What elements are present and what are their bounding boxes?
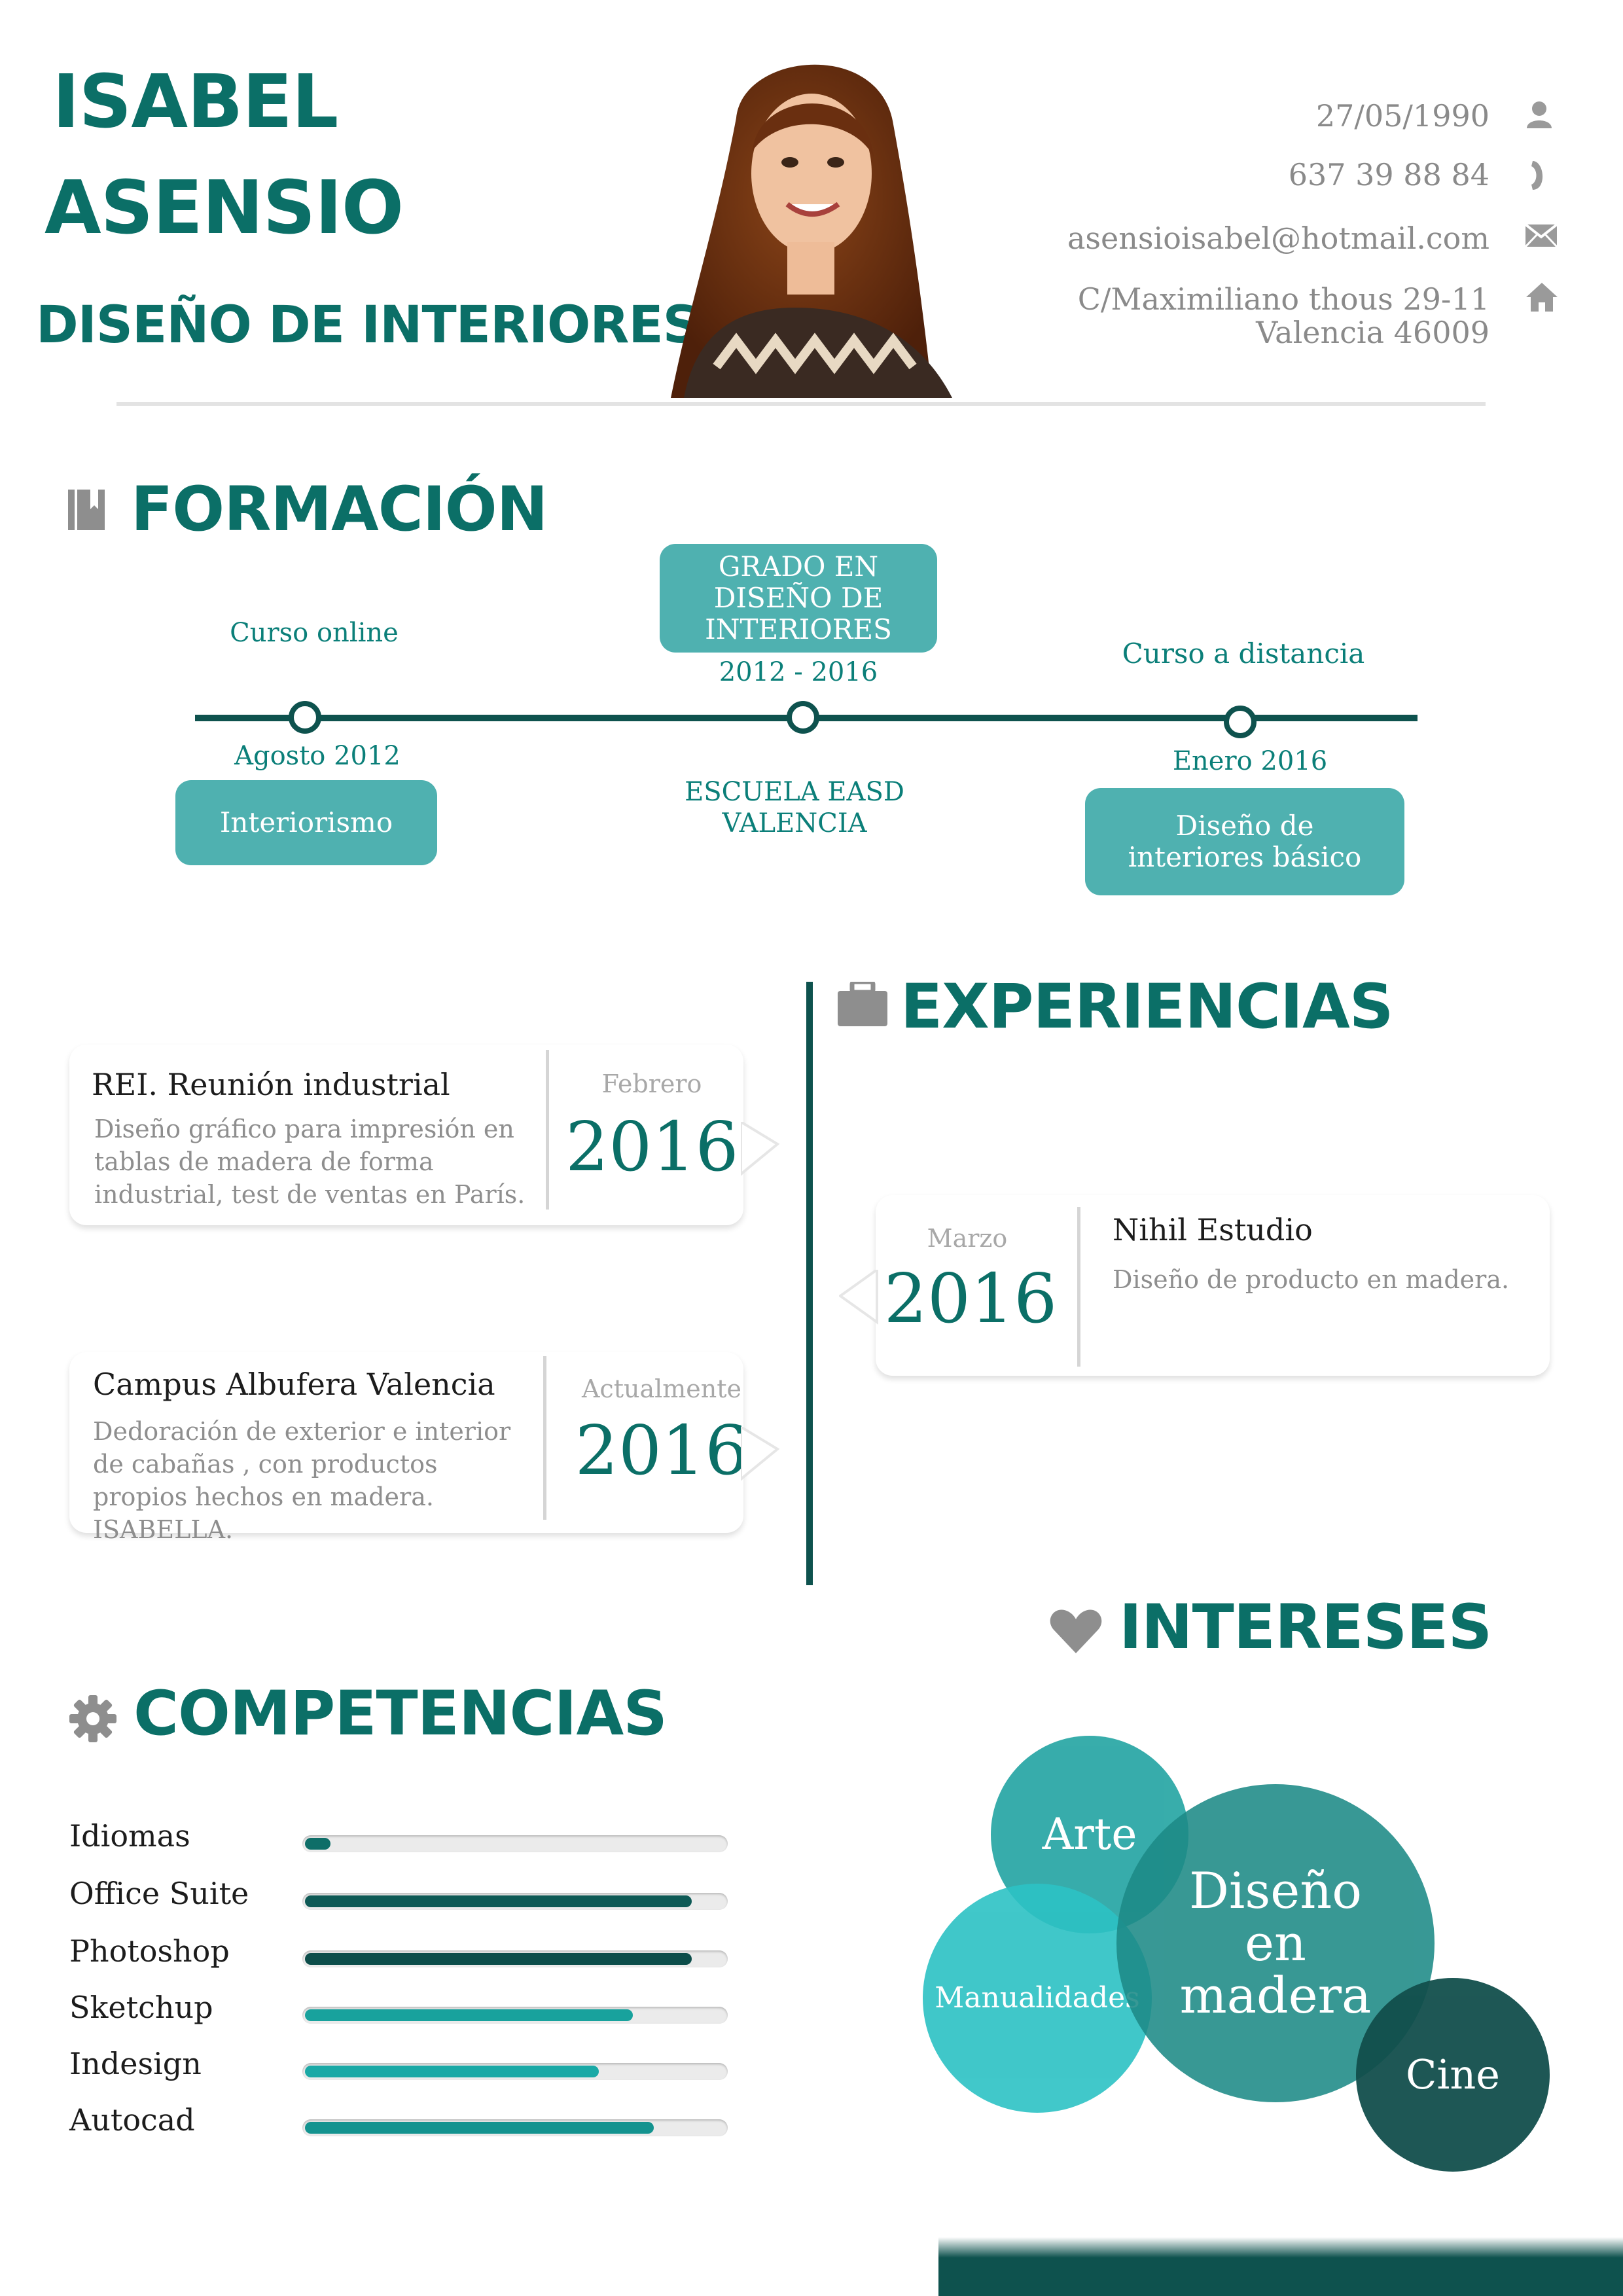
address-line-1: C/Maximiliano thous 29-11 — [1077, 281, 1489, 317]
experience-card-3: Campus Albufera Valencia Dedoración de e… — [69, 1352, 748, 1544]
formacion-school-2: ESCUELA EASD VALENCIA — [685, 777, 904, 838]
skill-bar-fill — [305, 1895, 692, 1907]
competencias-title: COMPETENCIAS — [134, 1678, 668, 1749]
experience-description: Diseño de producto en madera. — [1113, 1265, 1510, 1294]
experience-divider — [806, 982, 813, 1585]
skill-label: Idiomas — [69, 1818, 190, 1854]
address-line-2: Valencia 46009 — [1256, 314, 1489, 350]
experience-card-2: Marzo 2016 Nihil Estudio Diseño de produ… — [876, 1195, 1550, 1376]
experience-title: Nihil Estudio — [1113, 1212, 1313, 1247]
card-divider — [543, 1356, 546, 1520]
skill-bar-fill — [305, 2009, 633, 2021]
experience-card-1: REI. Reunión industrial Diseño gráfico p… — [69, 1045, 743, 1225]
experience-title: REI. Reunión industrial — [92, 1067, 450, 1102]
gear-icon — [68, 1694, 118, 1746]
first-name: ISABEL — [52, 60, 338, 145]
experience-title: Campus Albufera Valencia — [93, 1367, 495, 1402]
formacion-title: FORMACIÓN — [131, 474, 548, 545]
skill-label: Autocad — [69, 2102, 195, 2138]
skill-label: Photoshop — [69, 1933, 230, 1969]
formacion-type-1: Curso online — [230, 618, 399, 648]
user-icon — [1525, 99, 1554, 128]
last-name: ASENSIO — [45, 166, 404, 251]
profession: DISEÑO DE INTERIORES — [36, 296, 700, 355]
skill-bar — [302, 1835, 728, 1852]
skill-bar-fill — [305, 1838, 330, 1850]
skill-bar — [302, 1950, 728, 1967]
skill-label: Indesign — [69, 2046, 202, 2081]
skill-bar-fill — [305, 1953, 692, 1965]
phone-icon — [1525, 158, 1554, 190]
card-divider — [1077, 1207, 1080, 1367]
formacion-box-2: GRADO EN DISEÑO DE INTERIORES — [660, 544, 937, 653]
phone: 637 39 88 84 — [1288, 157, 1489, 192]
header-divider — [116, 402, 1486, 406]
interest-bubble: Cine — [1356, 1978, 1550, 2172]
experience-month: Marzo — [927, 1224, 1008, 1253]
email: asensioisabel@hotmail.com — [1067, 221, 1489, 256]
skill-bar-fill — [305, 2122, 654, 2134]
birthdate: 27/05/1990 — [1315, 98, 1489, 134]
skill-label: Office Suite — [69, 1876, 249, 1911]
card-pointer — [838, 1267, 878, 1331]
formacion-box-3: Diseño de interiores básico — [1085, 788, 1404, 895]
skill-bar-fill — [305, 2066, 599, 2077]
experience-month: Febrero — [601, 1069, 702, 1098]
skill-label: Sketchup — [69, 1990, 213, 2025]
interest-bubble: Manualidades — [923, 1884, 1152, 2113]
briefcase-icon — [838, 979, 887, 1029]
formacion-years-2: 2012 - 2016 — [719, 657, 878, 687]
footer-bar — [938, 2237, 1623, 2296]
card-pointer — [740, 1119, 780, 1183]
skill-bar — [302, 2063, 728, 2080]
card-pointer — [740, 1424, 780, 1488]
heart-icon — [1050, 1607, 1102, 1657]
experiencias-title: EXPERIENCIAS — [901, 971, 1393, 1043]
skill-bar — [302, 2119, 728, 2136]
address: C/Maximiliano thous 29-11 Valencia 46009 — [953, 283, 1489, 349]
skill-bar — [302, 2007, 728, 2024]
experience-month: Actualmente — [581, 1374, 742, 1403]
experience-description: Diseño gráfico para impresión en tablas … — [94, 1115, 526, 1210]
formacion-type-3: Curso a distancia — [1122, 637, 1365, 670]
profile-photo — [645, 26, 972, 399]
experience-year: 2016 — [565, 1107, 739, 1187]
intereses-title: INTERESES — [1119, 1592, 1492, 1663]
timeline-node — [787, 701, 819, 734]
timeline-node — [1224, 706, 1257, 738]
book-icon — [68, 490, 106, 534]
home-icon — [1525, 281, 1559, 312]
email-icon — [1524, 223, 1558, 253]
formacion-box-1: Interiorismo — [175, 780, 437, 865]
experience-description: Dedoración de exterior e interior de cab… — [93, 1417, 511, 1545]
card-divider — [546, 1050, 549, 1210]
formacion-date-1: Agosto 2012 — [234, 741, 401, 771]
skill-bar — [302, 1893, 728, 1910]
formacion-date-3: Enero 2016 — [1172, 746, 1328, 776]
timeline-node — [289, 701, 321, 734]
experience-year: 2016 — [575, 1410, 749, 1490]
experience-year: 2016 — [883, 1259, 1058, 1338]
